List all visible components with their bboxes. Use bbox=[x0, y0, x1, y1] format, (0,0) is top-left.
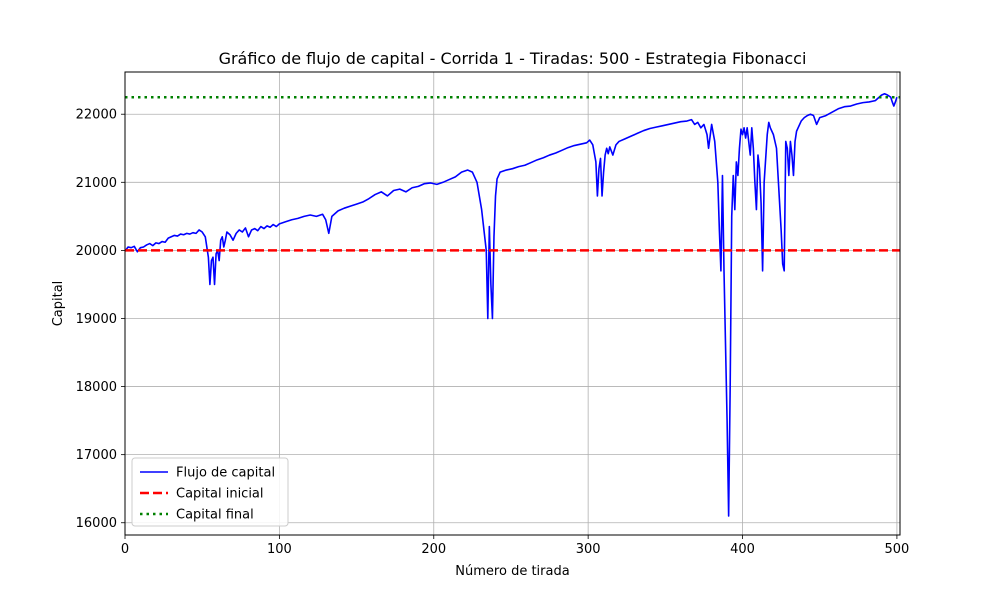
plot-frame bbox=[124, 71, 901, 536]
legend-box bbox=[131, 457, 289, 527]
y-tick-label: 19000 bbox=[76, 312, 117, 327]
legend: Flujo de capital Capital inicial Capital f… bbox=[131, 457, 289, 527]
legend-label-2: Capital final bbox=[176, 508, 254, 523]
x-tick-label: 400 bbox=[730, 542, 755, 557]
series-line-0 bbox=[124, 92, 898, 517]
x-tick-label: 0 bbox=[121, 542, 129, 557]
y-tick-label: 17000 bbox=[76, 448, 117, 463]
legend-label-0: Flujo de capital bbox=[176, 466, 275, 481]
y-axis-label: Capital bbox=[51, 281, 66, 327]
x-axis-label: Número de tirada bbox=[455, 564, 569, 579]
x-tick-label: 200 bbox=[421, 542, 446, 557]
y-tick-label: 22000 bbox=[76, 108, 117, 123]
legend-label-1: Capital inicial bbox=[176, 487, 264, 502]
x-tick-label: 500 bbox=[884, 542, 909, 557]
y-tick-label: 21000 bbox=[76, 176, 117, 191]
y-tick-label: 16000 bbox=[76, 516, 117, 531]
y-tick-label: 18000 bbox=[76, 380, 117, 395]
chart-title: Gráfico de flujo de capital - Corrida 1 … bbox=[219, 49, 807, 68]
x-tick-label: 100 bbox=[267, 542, 292, 557]
plot-area bbox=[124, 92, 900, 517]
x-tick-label: 300 bbox=[576, 542, 601, 557]
axes: 0 100 200 300 400 500 16000 17000 18000 19000 2000… bbox=[76, 108, 910, 557]
y-tick-label: 20000 bbox=[76, 244, 117, 259]
